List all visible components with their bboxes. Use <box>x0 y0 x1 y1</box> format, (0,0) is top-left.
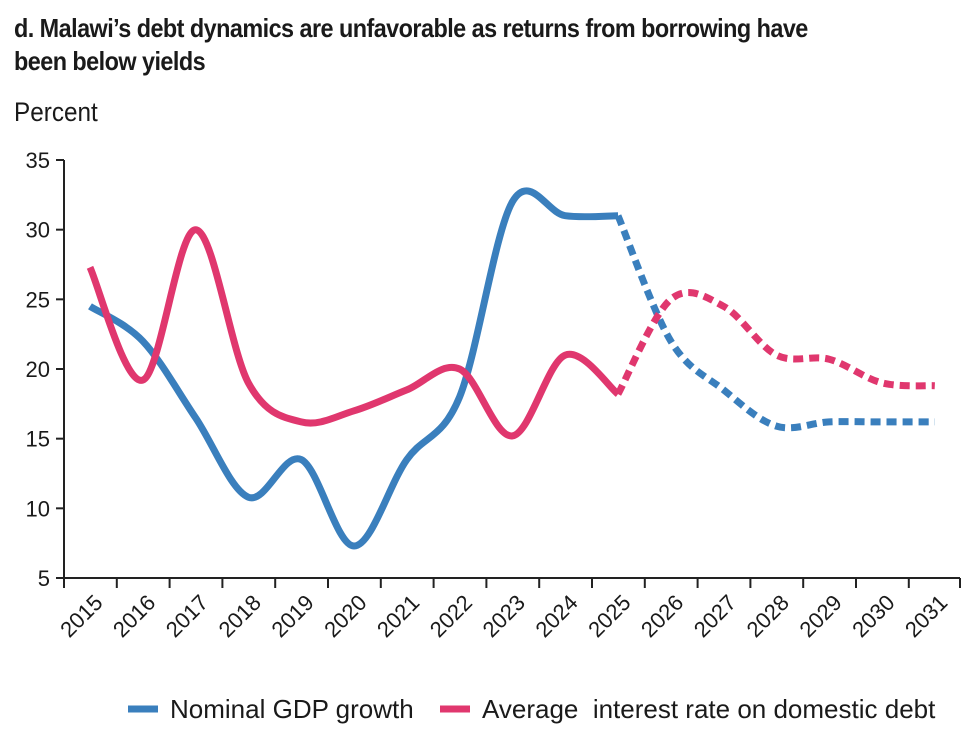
x-tick-label: 2028 <box>742 590 794 642</box>
x-tick-label: 2023 <box>478 590 530 642</box>
y-tick-label: 10 <box>26 496 50 521</box>
series-line-1-actual <box>88 187 619 550</box>
series-line-2-actual <box>86 226 621 440</box>
x-tick-label: 2020 <box>319 590 371 642</box>
legend-label-2: Average interest rate on domestic debt <box>482 694 936 724</box>
x-tick-label: 2021 <box>372 590 424 642</box>
x-tick-label: 2022 <box>425 590 477 642</box>
x-tick-label: 2015 <box>55 590 107 642</box>
series-line-2-projection <box>614 289 935 396</box>
x-tick-label: 2027 <box>689 590 741 642</box>
x-tick-label: 2026 <box>636 590 688 642</box>
x-tick-label: 2024 <box>530 590 582 642</box>
y-tick-label: 20 <box>26 357 50 382</box>
x-tick-label: 2025 <box>583 590 635 642</box>
y-tick-label: 5 <box>38 566 50 591</box>
x-tick-label: 2019 <box>266 590 318 642</box>
x-tick-label: 2018 <box>214 590 266 642</box>
x-tick-label: 2016 <box>108 590 160 642</box>
y-axis-unit-label: Percent <box>14 97 98 127</box>
legend-label-1: Nominal GDP growth <box>170 694 414 724</box>
y-tick-label: 15 <box>26 427 50 452</box>
x-tick-label: 2029 <box>794 590 846 642</box>
x-tick-label: 2030 <box>847 590 899 642</box>
series-line-1-projection <box>614 214 935 432</box>
y-tick-label: 30 <box>26 218 50 243</box>
x-tick-label: 2017 <box>161 590 213 642</box>
x-tick-label: 2031 <box>900 590 952 642</box>
y-tick-label: 25 <box>26 287 50 312</box>
y-tick-label: 35 <box>26 148 50 173</box>
chart-title: d. Malawi’s debt dynamics are unfavorabl… <box>14 13 808 76</box>
